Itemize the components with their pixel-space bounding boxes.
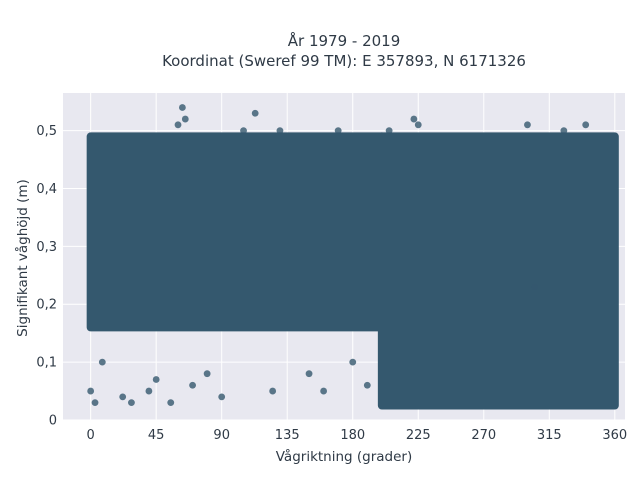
scatter-point	[152, 376, 160, 383]
x-tick-label: 315	[537, 428, 562, 443]
y-tick-label: 0,3	[36, 240, 57, 255]
scatter-point	[128, 399, 135, 407]
x-tick-label: 45	[148, 428, 165, 443]
scatter-point	[178, 104, 186, 111]
y-tick-label: 0,1	[36, 356, 57, 371]
scatter-point	[531, 283, 539, 291]
y-tick-label: 0,4	[36, 182, 57, 197]
scatter-point	[181, 115, 189, 123]
scatter-point	[174, 121, 182, 129]
y-axis-label: Signifikant våghöjd (m)	[14, 179, 31, 337]
scatter-point	[385, 127, 393, 135]
scatter-point	[240, 127, 247, 135]
scatter-point	[276, 127, 284, 135]
scatter-point	[119, 393, 127, 401]
scatter-point	[334, 127, 342, 135]
scatter-point	[305, 370, 313, 378]
scatter-point	[320, 387, 328, 395]
scatter-point	[269, 387, 277, 395]
x-tick-label: 90	[213, 428, 230, 443]
x-tick-label: 360	[602, 428, 627, 443]
dense-region-1	[86, 132, 386, 332]
scatter-point	[145, 387, 153, 395]
y-tick-label: 0,2	[36, 298, 57, 313]
scatter-point	[98, 358, 106, 366]
scatter-point	[203, 370, 211, 378]
scatter-point	[167, 399, 175, 407]
scatter-point	[410, 115, 418, 123]
scatter-point	[349, 358, 357, 366]
dense-point-regions	[86, 132, 619, 410]
y-tick-label: 0,5	[36, 124, 57, 139]
scatter-point	[91, 399, 99, 407]
x-tick-label: 0	[87, 428, 95, 443]
scatter-point	[414, 121, 422, 129]
scatter-point	[560, 127, 568, 135]
chart-title-line1: År 1979 - 2019	[288, 31, 401, 50]
x-tick-label: 180	[340, 428, 365, 443]
chart-title-line2: Koordinat (Sweref 99 TM): E 357893, N 61…	[162, 52, 526, 70]
x-tick-label: 225	[406, 428, 431, 443]
scatter-point	[218, 393, 226, 401]
y-tick-label: 0	[49, 414, 57, 429]
scatter-points	[87, 104, 590, 407]
scatter-point	[87, 387, 95, 395]
scatter-point	[251, 109, 259, 117]
scatter-point	[582, 121, 590, 129]
x-axis-ticks: 0 45 90 135 180 225 270 315 360	[87, 428, 628, 443]
scatter-point	[189, 381, 196, 389]
dense-region-2	[377, 132, 619, 410]
x-tick-label: 135	[275, 428, 300, 443]
scatter-point	[524, 121, 531, 129]
x-axis-label: Vågriktning (grader)	[276, 448, 413, 465]
scatter-point	[363, 381, 371, 389]
x-tick-label: 270	[471, 428, 496, 443]
y-axis-ticks: 0 0,1 0,2 0,3 0,4 0,5	[36, 124, 57, 428]
